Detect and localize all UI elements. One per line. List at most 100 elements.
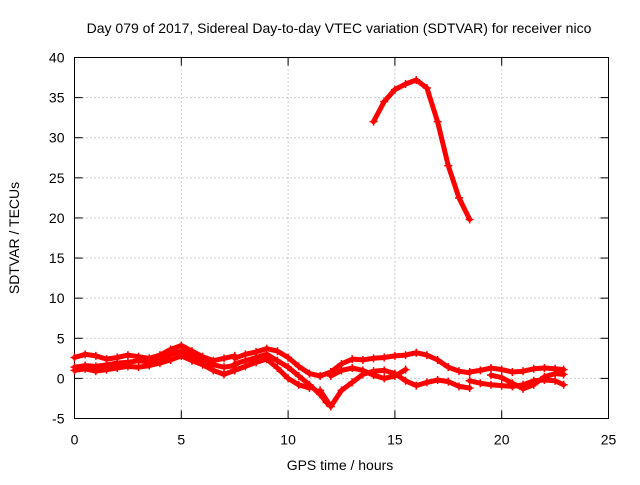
data-point (380, 366, 389, 375)
series-arc-6 (230, 355, 314, 393)
chart-title: Day 079 of 2017, Sidereal Day-to-day VTE… (87, 20, 592, 36)
data-point (508, 367, 517, 376)
data-point (497, 373, 506, 382)
series-arc-5 (230, 350, 331, 407)
data-point (145, 361, 154, 370)
data-point (401, 376, 410, 385)
y-tick-label: 25 (49, 170, 65, 186)
tick-layer: 0 5 10 15 20 25 -5 0 5 10 15 20 25 30 35 40 (49, 50, 617, 448)
data-point (444, 363, 453, 372)
series-arc-12 (369, 75, 474, 224)
data-point (123, 351, 132, 360)
data-point (433, 375, 442, 384)
data-point (412, 75, 421, 84)
data-point (70, 366, 79, 375)
data-point (155, 359, 164, 368)
data-point (465, 367, 474, 376)
y-tick-label: -5 (52, 411, 65, 427)
series-line (371, 77, 473, 222)
data-point (401, 79, 410, 88)
data-point (305, 384, 314, 393)
data-point (369, 117, 378, 126)
data-point (348, 355, 357, 364)
data-point (487, 371, 496, 380)
data-point (358, 355, 367, 364)
data-point (380, 353, 389, 362)
data-point (337, 366, 346, 375)
data-point (273, 356, 282, 365)
data-point (422, 378, 431, 387)
data-point (113, 363, 122, 372)
data-point (187, 356, 196, 365)
data-point (220, 363, 229, 372)
data-point (273, 363, 282, 372)
data-point (220, 370, 229, 379)
data-point (465, 376, 474, 385)
data-point (369, 371, 378, 380)
data-point (316, 386, 325, 395)
data-point (412, 381, 421, 390)
data-point (487, 363, 496, 372)
y-tick-label: 20 (49, 210, 65, 226)
series-arc-1 (70, 341, 239, 365)
x-tick-label: 25 (601, 432, 617, 448)
data-point (433, 117, 442, 126)
data-point (294, 362, 303, 371)
plot-frame (74, 57, 609, 419)
series-arc-9 (465, 363, 568, 376)
data-point (444, 377, 453, 386)
grid-layer (74, 57, 609, 419)
data-point (454, 367, 463, 376)
data-point (390, 371, 399, 380)
data-point (422, 83, 431, 92)
data-point (519, 384, 528, 393)
data-point (220, 354, 229, 363)
y-tick-label: 35 (49, 90, 65, 106)
data-point (294, 371, 303, 380)
data-point (465, 384, 474, 393)
series-arc-11 (487, 369, 568, 393)
data-point (497, 381, 506, 390)
data-point (284, 363, 293, 372)
x-axis-title: GPS time / hours (287, 457, 394, 473)
data-point (540, 363, 549, 372)
data-point (91, 351, 100, 360)
data-point (252, 358, 261, 367)
data-point (412, 348, 421, 357)
x-tick-label: 20 (494, 432, 510, 448)
data-point (166, 355, 175, 364)
data-point (91, 367, 100, 376)
data-point (529, 364, 538, 373)
series-arc-4 (230, 344, 474, 380)
data-point (465, 215, 474, 224)
data-point (294, 380, 303, 389)
data-point (134, 363, 143, 372)
series-line (72, 343, 238, 364)
data-point (369, 354, 378, 363)
data-point (401, 365, 410, 374)
y-tick-label: 0 (57, 370, 65, 386)
data-point (497, 365, 506, 374)
data-point (284, 353, 293, 362)
data-point (81, 350, 90, 359)
data-point (390, 351, 399, 360)
data-point (551, 376, 560, 385)
data-point (316, 371, 325, 380)
x-tick-label: 15 (387, 432, 403, 448)
data-point (422, 351, 431, 360)
data-point (559, 370, 568, 379)
data-point (198, 360, 207, 369)
data-point (487, 380, 496, 389)
data-point (454, 382, 463, 391)
data-point (508, 379, 517, 388)
y-tick-label: 40 (49, 50, 65, 66)
data-point (284, 374, 293, 383)
data-point (390, 85, 399, 94)
data-point (529, 380, 538, 389)
series-line (72, 348, 238, 370)
series-arc-8 (326, 363, 410, 383)
data-point (444, 161, 453, 170)
y-tick-label: 10 (49, 290, 65, 306)
